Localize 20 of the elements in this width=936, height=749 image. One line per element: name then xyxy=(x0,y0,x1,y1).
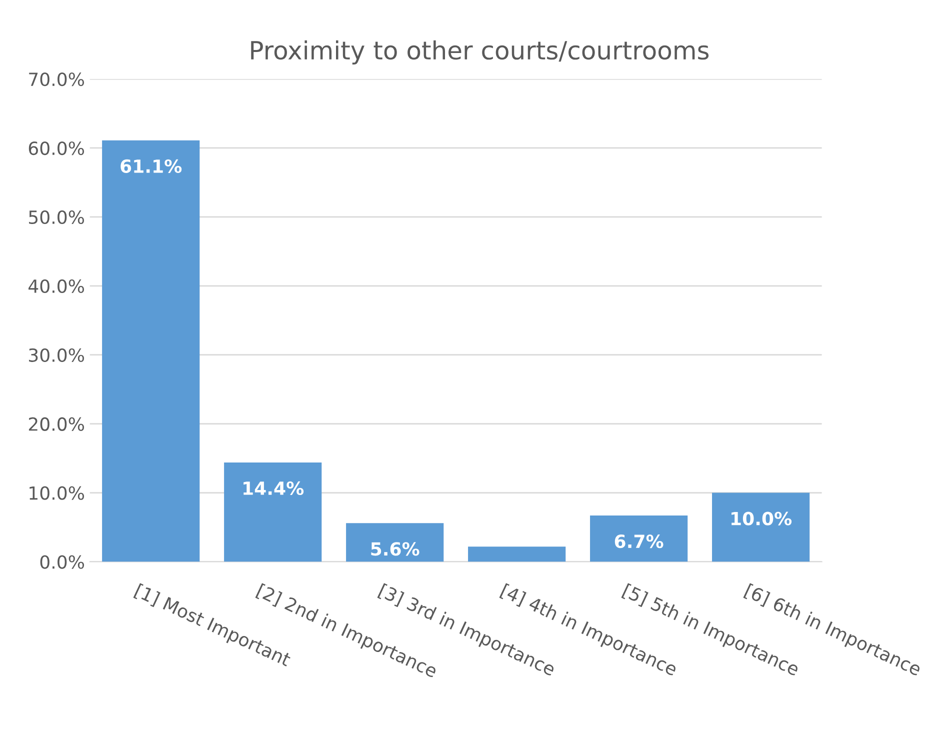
y-tick-label: 50.0% xyxy=(29,210,84,224)
y-tick-label: 70.0% xyxy=(29,72,84,86)
chart-title: Proximity to other courts/courtrooms xyxy=(251,40,709,65)
data-label: 6.7% xyxy=(614,534,664,548)
bar xyxy=(590,516,688,562)
bar xyxy=(346,523,444,562)
data-label: 61.1% xyxy=(120,159,182,174)
y-tick-label: 0.0% xyxy=(40,555,84,569)
y-tick-label: 10.0% xyxy=(30,486,84,500)
data-label: 14.4% xyxy=(244,481,304,496)
y-tick-label: 60.0% xyxy=(28,141,84,156)
bar xyxy=(468,546,566,562)
y-tick-label: 40.0% xyxy=(28,279,84,294)
data-label: 10.0% xyxy=(732,512,792,526)
y-tick-label: 30.0% xyxy=(29,348,84,362)
y-tick-label: 20.0% xyxy=(28,417,84,431)
bar xyxy=(102,140,200,562)
data-label: 5.6% xyxy=(371,542,420,556)
bar xyxy=(224,462,322,562)
bar xyxy=(712,492,810,562)
